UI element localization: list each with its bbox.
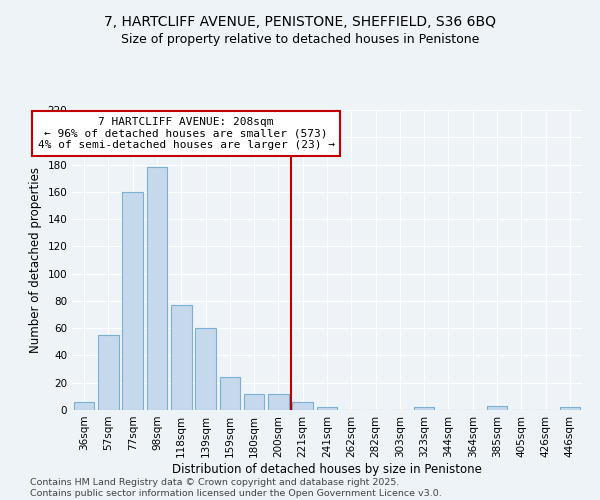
Text: Contains HM Land Registry data © Crown copyright and database right 2025.
Contai: Contains HM Land Registry data © Crown c… <box>30 478 442 498</box>
Bar <box>292 402 313 410</box>
Text: 7, HARTCLIFF AVENUE, PENISTONE, SHEFFIELD, S36 6BQ: 7, HARTCLIFF AVENUE, PENISTONE, SHEFFIEL… <box>104 15 496 29</box>
Bar <box>220 378 240 410</box>
Text: Size of property relative to detached houses in Penistone: Size of property relative to detached ho… <box>121 32 479 46</box>
Text: 7 HARTCLIFF AVENUE: 208sqm
← 96% of detached houses are smaller (573)
4% of semi: 7 HARTCLIFF AVENUE: 208sqm ← 96% of deta… <box>38 117 335 150</box>
Bar <box>195 328 216 410</box>
Bar <box>146 168 167 410</box>
Bar <box>244 394 265 410</box>
Bar <box>74 402 94 410</box>
Bar <box>122 192 143 410</box>
Bar <box>98 335 119 410</box>
Bar <box>414 408 434 410</box>
Bar <box>317 408 337 410</box>
Bar <box>268 394 289 410</box>
Bar <box>171 305 191 410</box>
Bar <box>487 406 508 410</box>
X-axis label: Distribution of detached houses by size in Penistone: Distribution of detached houses by size … <box>172 462 482 475</box>
Bar <box>560 408 580 410</box>
Y-axis label: Number of detached properties: Number of detached properties <box>29 167 42 353</box>
